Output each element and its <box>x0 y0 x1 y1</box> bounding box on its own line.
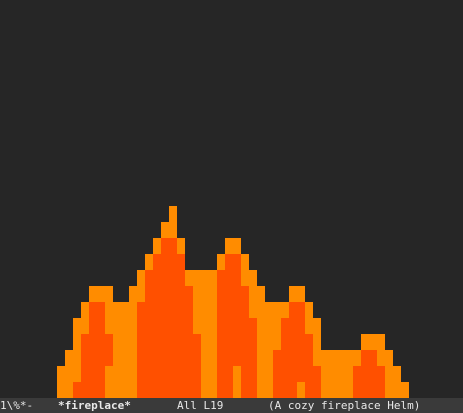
mode-line-position: All L19 <box>177 399 224 412</box>
inner-flame-pixel <box>73 382 81 398</box>
outer-flame-pixel <box>257 286 265 398</box>
outer-flame-pixel <box>57 366 65 398</box>
inner-flame-pixel <box>289 302 305 398</box>
outer-flame-pixel <box>313 318 321 398</box>
inner-flame-pixel <box>153 254 161 398</box>
ember-gap-pixel <box>233 366 241 398</box>
outer-flame-pixel <box>65 350 73 398</box>
ember-gap-pixel <box>105 366 113 398</box>
ember-gap-pixel <box>337 382 345 398</box>
fireplace-flames <box>57 206 409 398</box>
ember-gap-pixel <box>257 350 265 398</box>
outer-flame-pixel <box>73 318 81 398</box>
outer-flame-pixel <box>385 350 393 398</box>
inner-flame-pixel <box>89 302 105 398</box>
mode-line-buffer-name[interactable]: *fireplace* <box>58 399 131 412</box>
ember-gap-pixel <box>297 382 305 398</box>
inner-flame-pixel <box>377 366 385 398</box>
inner-flame-pixel <box>353 366 361 398</box>
mode-line[interactable]: 1\%*- *fireplace* All L19 (A cozy firepl… <box>0 398 463 413</box>
ember-gap-pixel <box>201 350 217 398</box>
outer-flame-pixel <box>129 286 137 398</box>
inner-flame-pixel <box>225 254 241 398</box>
inner-flame-pixel <box>81 334 89 398</box>
fireplace-buffer[interactable] <box>0 0 463 398</box>
inner-flame-pixel <box>361 350 377 398</box>
outer-flame-pixel <box>393 366 401 398</box>
inner-flame-pixel <box>273 350 281 398</box>
inner-flame-pixel <box>249 318 257 398</box>
mode-line-modes[interactable]: (A cozy fireplace Helm) <box>268 399 421 412</box>
mode-line-status: 1\%*- <box>0 399 34 412</box>
inner-flame-pixel <box>217 270 225 398</box>
inner-flame-pixel <box>185 286 193 398</box>
inner-flame-pixel <box>161 238 177 398</box>
ember-gap-pixel <box>121 366 129 398</box>
outer-flame-pixel <box>265 302 273 398</box>
ember-gap-pixel <box>265 382 273 398</box>
inner-flame-pixel <box>193 334 201 398</box>
inner-flame-pixel <box>281 318 289 398</box>
outer-flame-pixel <box>401 382 409 398</box>
inner-flame-pixel <box>305 334 313 398</box>
inner-flame-pixel <box>241 286 249 398</box>
inner-flame-pixel <box>145 270 153 398</box>
inner-flame-pixel <box>313 366 321 398</box>
inner-flame-pixel <box>177 254 185 398</box>
inner-flame-pixel <box>137 302 145 398</box>
